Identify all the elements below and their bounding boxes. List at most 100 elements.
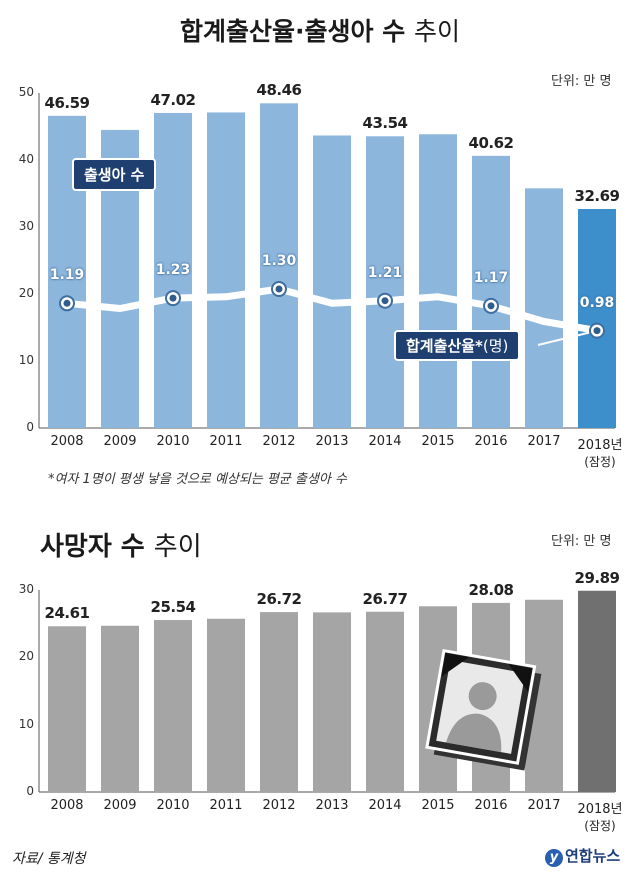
bottom-title-main: 사망자 수: [40, 532, 145, 562]
fertility-value-label: 1.30: [261, 253, 297, 269]
births-x-tick: 2008: [50, 434, 84, 449]
births-x-tick: 2015: [421, 434, 455, 449]
births-x-tick-sub: (잠정): [584, 455, 616, 469]
births-x-tick: 2014: [368, 434, 402, 449]
births-bar-value-label: 43.54: [362, 114, 408, 133]
deaths-x-tick: 2009: [103, 798, 137, 813]
births-bar-2014: [366, 136, 404, 429]
deaths-y-tick: 10: [18, 716, 34, 731]
deaths-x-tick: 2017: [527, 798, 561, 813]
fertility-value-label: 0.98: [579, 294, 615, 311]
births-x-tick: 2012: [262, 434, 296, 449]
births-y-tick: 40: [18, 152, 34, 166]
fertility-marker-2014: [381, 297, 389, 305]
fertility-legend-badge: 합계출산율*(명): [394, 330, 521, 361]
portrait-head: [468, 682, 497, 711]
top-chart-title: 합계출산율·출생아 수 추이: [0, 12, 640, 48]
births-bar-value-label: 46.59: [44, 93, 90, 112]
fertility-badge-unit: (명): [482, 337, 509, 355]
births-y-tick: 10: [18, 353, 34, 367]
births-y-tick: 50: [18, 85, 34, 99]
births-bar-2013: [313, 135, 351, 428]
births-y-tick: 30: [18, 219, 34, 233]
portrait-ribbon-left: [441, 653, 470, 677]
logo-mark-icon: y: [545, 849, 563, 867]
memorial-portrait-icon: [425, 648, 542, 771]
deaths-bar-value-label: 29.89: [574, 568, 620, 587]
logo-text: 연합뉴스: [565, 847, 621, 865]
deaths-bar-value-label: 24.61: [44, 604, 90, 623]
births-bar-value-label: 47.02: [150, 90, 196, 109]
deaths-bar-2010: [154, 620, 192, 792]
deaths-bar-2018: [578, 590, 616, 792]
deaths-bar-value-label: 25.54: [150, 598, 196, 617]
deaths-bar-value-label: 28.08: [468, 580, 514, 599]
births-bar-2018: [578, 208, 616, 428]
fertility-marker-2018: [593, 327, 601, 335]
births-bar-value-label: 48.46: [256, 81, 302, 100]
deaths-x-tick: 2012: [262, 798, 296, 813]
deaths-x-tick-sub: (잠정): [584, 819, 616, 833]
fertility-value-label: 1.19: [49, 267, 85, 284]
births-x-tick: 2009: [103, 434, 137, 449]
births-bar-2011: [207, 112, 245, 429]
deaths-bar-2011: [207, 618, 245, 792]
deaths-bar-2013: [313, 612, 351, 792]
fertility-marker-2012: [275, 285, 283, 293]
deaths-bar-2012: [260, 612, 298, 792]
births-x-tick: 2013: [315, 434, 349, 449]
fertility-value-label: 1.23: [155, 262, 191, 279]
births-x-tick: 2017: [527, 434, 561, 449]
births-y-tick: 20: [18, 286, 34, 300]
fertility-marker-2016: [487, 302, 495, 310]
portrait-body: [446, 713, 502, 753]
deaths-bar-value-label: 26.77: [362, 589, 408, 608]
fertility-badge-main: 합계출산율*: [406, 337, 483, 355]
births-bar-2015: [419, 134, 457, 428]
bottom-chart-title: 사망자 수 추이: [40, 526, 202, 563]
fertility-marker-2008: [63, 299, 71, 307]
deaths-y-tick: 0: [26, 784, 34, 798]
fertility-value-label: 1.21: [367, 264, 403, 281]
portrait-ribbon-right: [508, 664, 533, 692]
deaths-x-tick: 2010: [156, 798, 190, 813]
births-legend-badge: 출생아 수: [72, 158, 157, 191]
births-x-tick: 2010: [156, 434, 190, 449]
yonhap-logo: y 연합뉴스: [545, 845, 620, 867]
births-bar-2012: [260, 103, 298, 429]
deaths-x-tick: 2014: [368, 798, 402, 813]
footnote: *여자 1명이 평생 낳을 것으로 예상되는 평균 출생아 수: [48, 472, 347, 487]
fertility-value-label: 1.17: [473, 269, 509, 286]
deaths-bar-value-label: 26.72: [256, 590, 302, 609]
births-y-tick: 0: [26, 420, 34, 434]
births-bar-value-label: 40.62: [468, 133, 514, 152]
bottom-title-light: 추이: [153, 532, 202, 562]
top-unit-label: 단위: 만 명: [551, 74, 612, 89]
births-bar-2016: [472, 155, 510, 428]
deaths-x-tick: 2015: [421, 798, 455, 813]
births-x-tick: 2016: [474, 434, 508, 449]
fertility-rate-line: [63, 285, 601, 335]
deaths-bar-2009: [101, 625, 139, 792]
deaths-x-tick: 2008: [50, 798, 84, 813]
births-bar-value-label: 32.69: [574, 186, 620, 205]
births-bar-2010: [154, 112, 192, 428]
deaths-bar-2008: [48, 626, 86, 792]
bottom-unit-label: 단위: 만 명: [551, 534, 612, 549]
births-x-tick: 2011: [209, 434, 243, 449]
deaths-y-tick: 20: [18, 649, 34, 664]
source-credit: 자료/ 통계청: [12, 851, 86, 867]
deaths-bar-2014: [366, 611, 404, 792]
fertility-marker-2010: [169, 294, 177, 302]
deaths-x-tick: 2016: [474, 798, 508, 813]
deaths-x-tick: 2013: [315, 798, 349, 813]
births-x-tick: 2018년 (잠정): [569, 434, 631, 470]
top-title-light: 추이: [413, 17, 460, 46]
deaths-x-tick: 2018년 (잠정): [569, 798, 631, 834]
births-bar-2017: [525, 188, 563, 428]
deaths-y-tick: 30: [18, 582, 34, 596]
fertility-badge-connector: [537, 331, 590, 346]
top-title-main: 합계출산율·출생아 수: [180, 17, 406, 46]
